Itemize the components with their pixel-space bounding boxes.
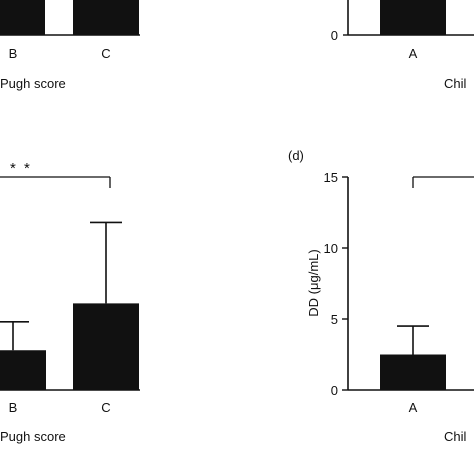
tick-label-B-bottom: B [9, 400, 18, 415]
x-axis-title-bottom-left: Pugh score [0, 429, 66, 444]
x-axis-title-top-left: Pugh score [0, 76, 66, 91]
bar-A [380, 354, 446, 390]
tick-label-B-top: B [9, 46, 18, 61]
y-tick-label-0: 0 [331, 383, 338, 398]
tick-label-C-bottom: C [101, 400, 110, 415]
y-tick-label-5: 5 [331, 312, 338, 327]
bar-A-top [380, 0, 446, 35]
x-axis-title-bottom-right: Chil [444, 429, 467, 444]
y-axis-title: DD (μg/mL) [306, 249, 321, 316]
bar-B-top [0, 0, 45, 35]
significance-marker: * * [10, 160, 32, 177]
y-tick-label-10: 10 [324, 241, 338, 256]
bar-C [73, 303, 139, 390]
tick-label-C-top: C [101, 46, 110, 61]
panel-bottom-left: * * B C Pugh score [0, 160, 140, 444]
tick-label-A-top: A [409, 46, 418, 61]
bar-C-top [73, 0, 139, 35]
panel-label: (d) [288, 148, 304, 163]
y-tick-label-0: 0 [331, 28, 338, 43]
panel-bottom-right: (d) DD (μg/mL) A Chil 0 5 10 15 [288, 148, 474, 444]
panel-top-right: 0 A Chil [331, 0, 474, 91]
tick-label-A-bottom: A [409, 400, 418, 415]
panel-top-left: B C Pugh score [0, 0, 140, 91]
x-axis-title-top-right: Chil [444, 76, 467, 91]
y-tick-label-15: 15 [324, 170, 338, 185]
bar-B [0, 350, 46, 390]
